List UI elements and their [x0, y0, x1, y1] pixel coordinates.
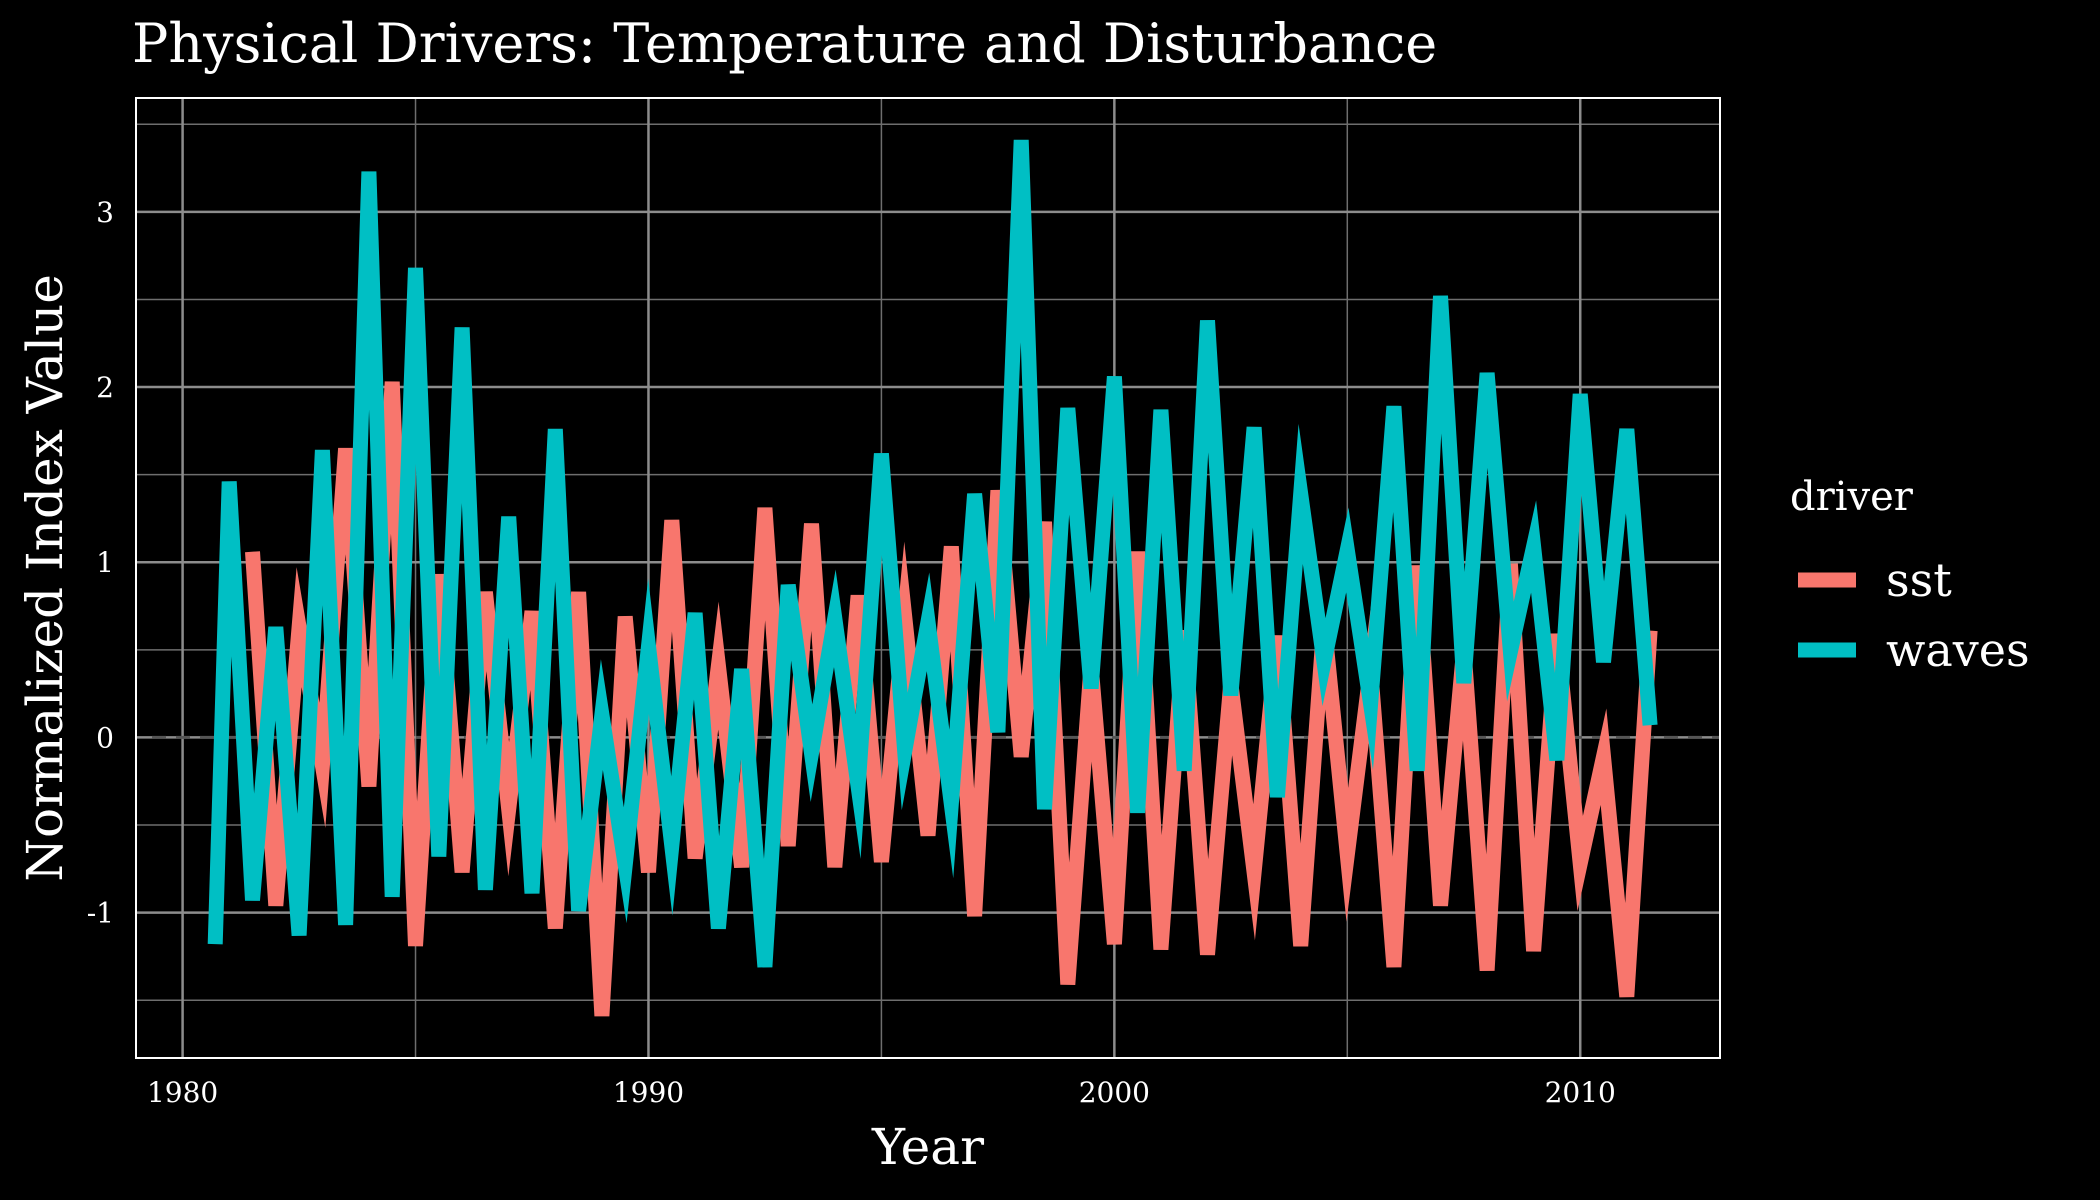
- x-tick-label: 2000: [1079, 1076, 1150, 1109]
- y-axis-title: Normalized Index Value: [16, 274, 74, 882]
- chart-title: Physical Drivers: Temperature and Distur…: [132, 12, 1437, 75]
- y-tick-label: 3: [96, 196, 114, 229]
- legend-label-waves: waves: [1886, 623, 2030, 677]
- y-tick-label: 0: [96, 721, 114, 754]
- y-axis-ticks: -1 0 1 2 3: [87, 196, 114, 930]
- x-axis-ticks: 1980 1990 2000 2010: [147, 1076, 1616, 1109]
- y-tick-label: 2: [96, 371, 114, 404]
- x-axis-title: Year: [871, 1118, 984, 1176]
- x-tick-label: 1990: [613, 1076, 684, 1109]
- legend: driver sst waves: [1790, 474, 2030, 677]
- x-tick-label: 2010: [1545, 1076, 1616, 1109]
- y-tick-label: 1: [96, 546, 114, 579]
- series-line-sst: [245, 381, 1658, 1017]
- x-tick-label: 1980: [147, 1076, 218, 1109]
- y-tick-label: -1: [87, 897, 114, 930]
- legend-label-sst: sst: [1886, 553, 1952, 607]
- legend-title: driver: [1790, 474, 1914, 520]
- series-lines: [207, 139, 1658, 1017]
- series-line-waves: [207, 139, 1658, 968]
- plot-panel-border: [135, 97, 1721, 1059]
